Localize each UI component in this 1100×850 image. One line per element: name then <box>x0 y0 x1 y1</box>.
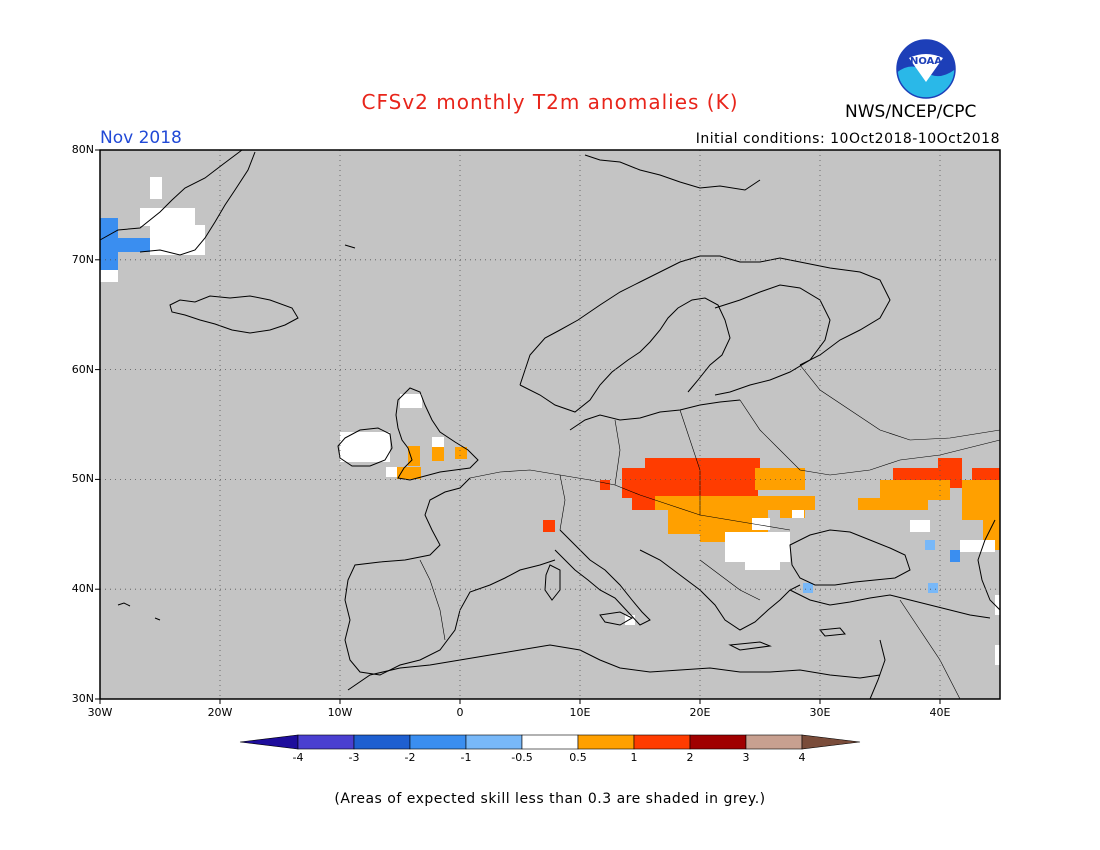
legend-label: -4 <box>292 751 304 764</box>
legend-label: 1 <box>630 751 638 764</box>
lat-label: 30N <box>71 692 94 705</box>
lat-label: 80N <box>71 143 94 156</box>
legend-label: 0.5 <box>569 751 587 764</box>
map-gridlines <box>100 150 1000 699</box>
legend-label: 2 <box>686 751 694 764</box>
coastlines <box>99 149 1001 700</box>
lon-label: 20E <box>689 706 711 719</box>
noaa-logo-icon: NOAA <box>896 39 956 99</box>
agency-label: NWS/NCEP/CPC <box>845 102 977 122</box>
legend-label: 4 <box>798 751 806 764</box>
lon-label: 20W <box>207 706 233 719</box>
map-frame <box>99 149 1001 700</box>
lat-label: 60N <box>71 362 94 376</box>
lon-label: 10W <box>327 706 353 719</box>
lat-label: 70N <box>71 252 94 266</box>
legend-label: -2 <box>404 751 416 764</box>
forecast-month: Nov 2018 <box>100 128 182 148</box>
skill-footnote: (Areas of expected skill less than 0.3 a… <box>334 791 766 807</box>
initial-conditions: Initial conditions: 10Oct2018-10Oct2018 <box>695 131 1000 147</box>
legend-label: 3 <box>742 751 750 764</box>
lon-label: 30E <box>809 706 831 719</box>
chart-title: CFSv2 monthly T2m anomalies (K) <box>361 90 739 114</box>
lon-label: 0 <box>456 706 464 719</box>
anomaly-shading <box>100 177 1000 665</box>
lon-label: 40E <box>929 706 951 719</box>
map-background <box>100 150 1000 699</box>
lat-label: 50N <box>71 472 94 486</box>
logo-text: NOAA <box>910 56 942 67</box>
legend-label: -0.5 <box>511 751 533 764</box>
lon-label: 10E <box>569 706 591 719</box>
legend-label: -3 <box>348 751 360 764</box>
legend-label: -1 <box>460 751 472 764</box>
lon-label: 30W <box>87 706 113 719</box>
axis-ticks <box>95 149 941 704</box>
lat-label: 40N <box>71 582 94 596</box>
